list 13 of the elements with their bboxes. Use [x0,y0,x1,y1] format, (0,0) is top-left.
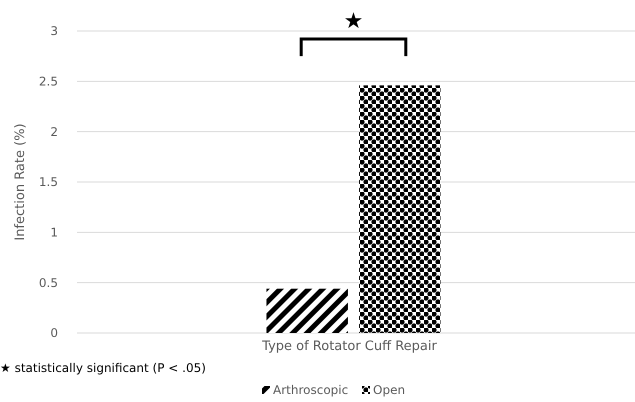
annotation: ★ [344,8,364,34]
y-tick-label: 0.5 [38,276,58,290]
y-tick-label: 3 [50,24,58,38]
y-tick-label: 1.5 [38,175,58,190]
y-axis-title: Infection Rate (%) [13,123,28,241]
legend-label: Open [373,383,406,397]
y-tick-label: 2.5 [38,74,58,89]
y-tick-label: 2 [50,124,58,139]
y-tick-label: 1 [50,226,58,240]
text: ★ statistically significant (P < .05) [0,361,206,375]
x-tick-label: Type of Rotator Cuff Repair [261,339,438,354]
legend-label: Arthroscopic [273,383,348,397]
y-tick-label: 0 [50,326,58,340]
